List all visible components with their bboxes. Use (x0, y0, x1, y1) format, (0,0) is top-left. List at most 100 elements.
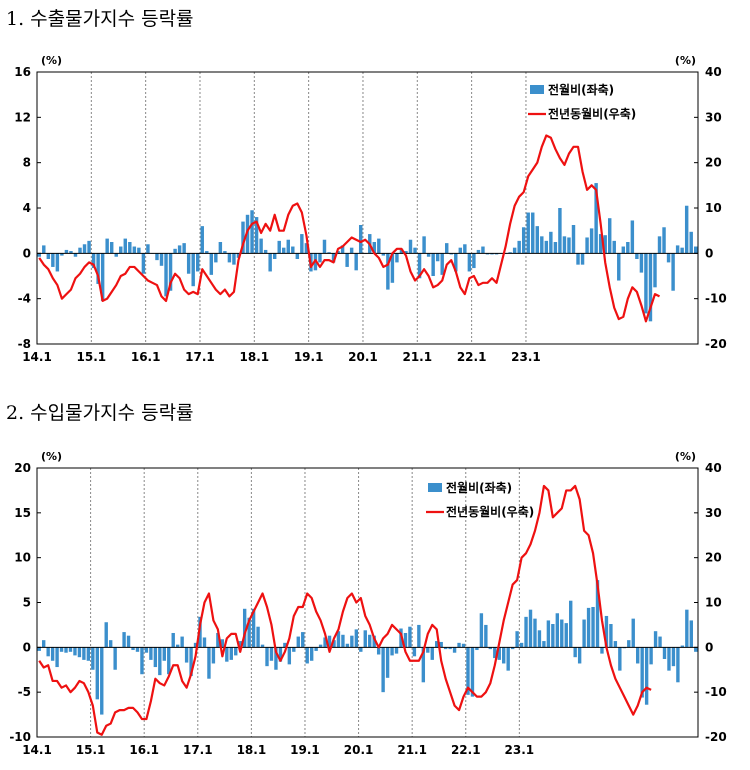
bar (318, 253, 322, 263)
bar (100, 253, 105, 301)
bar (286, 239, 290, 254)
bar (340, 245, 345, 254)
bar (558, 208, 562, 254)
bar (345, 643, 350, 648)
bar (60, 253, 64, 256)
bar (386, 253, 390, 290)
bar (618, 647, 622, 671)
bar (573, 647, 577, 658)
x-tick-label: 23.1 (505, 743, 535, 757)
bar (341, 634, 345, 648)
bar (519, 642, 524, 648)
x-tick-label: 21.1 (402, 350, 432, 364)
bar (135, 647, 140, 652)
bar (263, 249, 268, 254)
left-tick-label: 10 (14, 551, 31, 565)
bar (567, 237, 571, 254)
bar (535, 226, 539, 254)
bar (571, 225, 576, 254)
bar (613, 641, 618, 648)
left-tick-label: 4 (23, 201, 31, 215)
bar (452, 647, 457, 653)
bar (612, 240, 616, 254)
right-tick-label: -20 (705, 337, 727, 351)
bar (684, 205, 689, 254)
bar (100, 647, 104, 715)
bar (336, 631, 341, 648)
bar (658, 636, 662, 648)
left-tick-label: 16 (14, 65, 31, 79)
bar (694, 647, 698, 652)
bar (653, 253, 657, 288)
bar (171, 632, 175, 648)
bar (318, 644, 323, 648)
bar (292, 647, 296, 652)
right-tick-label: 10 (705, 201, 722, 215)
bar (680, 645, 685, 648)
x-tick-label: 19.1 (294, 350, 324, 364)
bar (42, 245, 46, 254)
bar (37, 647, 41, 651)
x-tick-label: 20.1 (344, 743, 374, 757)
bar (159, 253, 164, 266)
bar (200, 226, 204, 254)
bar (144, 647, 149, 653)
bar (675, 245, 680, 254)
left-tick-label: 15 (14, 506, 31, 520)
bar (359, 647, 363, 652)
bar (640, 647, 644, 698)
bar (657, 236, 662, 254)
legend-bar-swatch (530, 85, 544, 94)
right-tick-label: 30 (705, 506, 722, 520)
bar (300, 234, 304, 254)
chart1-title: 1. 수출물가지수 등락률 (6, 8, 194, 30)
bar (472, 253, 476, 269)
bar (467, 253, 472, 272)
bar (576, 253, 580, 265)
bar (109, 640, 113, 648)
bar (331, 253, 336, 263)
bar (227, 253, 232, 263)
bar (531, 212, 535, 254)
bar (608, 218, 612, 254)
bar (399, 248, 404, 254)
bar (272, 253, 277, 259)
x-tick-label: 20.1 (348, 350, 378, 364)
bar (517, 240, 521, 254)
bar (46, 647, 50, 657)
legend-line-label: 전년동월비(우축) (548, 106, 636, 121)
bar (515, 631, 519, 648)
right-tick-label: 40 (705, 461, 722, 475)
bar (694, 246, 698, 254)
bar (153, 647, 158, 668)
bar (220, 639, 225, 648)
bar (109, 242, 114, 254)
bar (685, 609, 689, 648)
bar (242, 608, 247, 648)
bar (126, 635, 131, 648)
bar (598, 234, 603, 254)
bar (259, 238, 263, 254)
bar (494, 253, 499, 255)
bar (381, 647, 385, 693)
bar (458, 247, 463, 254)
bar (55, 253, 60, 272)
left-tick-label: -5 (18, 685, 31, 699)
bar (549, 231, 553, 254)
bar (463, 244, 467, 254)
bar (621, 246, 626, 254)
bar (512, 247, 517, 254)
bar (146, 244, 150, 254)
bar (662, 227, 666, 254)
bar (265, 647, 269, 667)
bar (376, 647, 381, 655)
right-tick-label: 20 (705, 551, 722, 565)
bar (667, 647, 671, 671)
bar (689, 620, 693, 648)
bar (64, 647, 68, 653)
bar (327, 252, 331, 254)
bar (55, 647, 59, 668)
bar (322, 239, 327, 254)
bar (490, 253, 494, 255)
series-line (38, 484, 652, 736)
